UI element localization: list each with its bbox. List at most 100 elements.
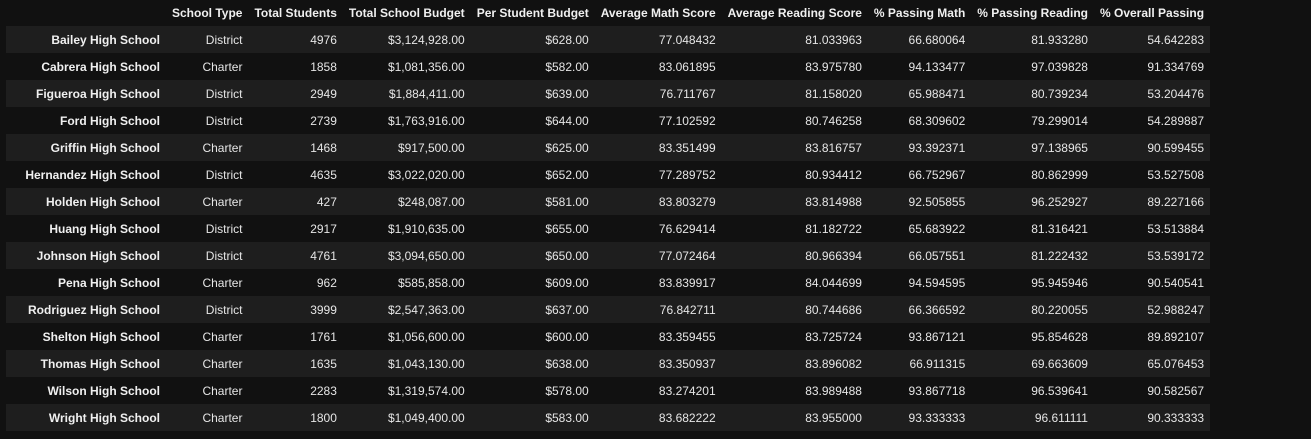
- table-cell: 76.842711: [659, 302, 716, 317]
- table-cell: 68.309602: [908, 113, 966, 128]
- table-cell: $1,910,635.00: [387, 221, 465, 236]
- table-cell: 97.039828: [1031, 59, 1088, 74]
- table-cell: $1,884,411.00: [388, 86, 465, 101]
- table-body: Bailey High School District 4976 $3,124,928…: [6, 26, 1211, 431]
- table-cell: 81.033963: [805, 32, 862, 47]
- table-cell: $1,049,400.00: [387, 410, 465, 425]
- table-cell: $650.00: [545, 248, 589, 263]
- table-cell: $3,094,650.00: [387, 248, 465, 263]
- table-cell: 53.527508: [1147, 167, 1205, 182]
- row-index-label: Johnson High School: [36, 248, 160, 263]
- table-cell: Charter: [202, 275, 243, 290]
- table-cell: Charter: [202, 59, 243, 74]
- table-cell: $1,056,600.00: [387, 329, 465, 344]
- table-cell: 4761: [310, 248, 337, 263]
- table-cell: 83.816757: [805, 140, 862, 155]
- table-cell: $248,087.00: [397, 194, 465, 209]
- table-cell: 962: [316, 275, 337, 290]
- table-row: Thomas High School Charter 1635 $1,043,130.…: [6, 350, 1211, 377]
- table-cell: $1,081,356.00: [387, 59, 465, 74]
- table-cell: 4635: [310, 167, 337, 182]
- table-cell: 77.102592: [658, 113, 716, 128]
- table-cell: 1468: [310, 140, 337, 155]
- table-cell: Charter: [202, 140, 243, 155]
- table-cell: 84.044699: [805, 275, 862, 290]
- table-cell: District: [205, 32, 243, 47]
- table-cell: 83.351499: [658, 140, 716, 155]
- table-cell: 2283: [310, 383, 337, 398]
- table-cell: $1,043,130.00: [387, 356, 465, 371]
- table-cell: $644.00: [545, 113, 589, 128]
- table-cell: 1761: [310, 329, 337, 344]
- table-cell: 80.746258: [805, 113, 862, 128]
- table-cell: 80.966394: [805, 248, 862, 263]
- column-header: % Overall Passing: [1099, 6, 1205, 20]
- header-row: School Type Total Students Total School Bu…: [6, 0, 1210, 26]
- table-cell: 80.744686: [805, 302, 862, 317]
- table-cell: 76.711767: [659, 86, 716, 101]
- table-row: Griffin High School Charter 1468 $917,500.0…: [6, 134, 1211, 161]
- table-cell: 81.222432: [1031, 248, 1088, 263]
- table-cell: 92.505855: [908, 194, 966, 209]
- row-index-label: Pena High School: [57, 275, 160, 290]
- table-cell: District: [205, 167, 243, 182]
- table-cell: 66.752967: [908, 167, 966, 182]
- table-cell: $628.00: [545, 32, 589, 47]
- table-cell: 83.682222: [658, 410, 716, 425]
- table-cell: 93.333333: [908, 410, 966, 425]
- table-cell: $582.00: [545, 59, 589, 74]
- table-cell: 69.663609: [1031, 356, 1088, 371]
- table-cell: $917,500.00: [397, 140, 465, 155]
- table-cell: 53.539172: [1147, 248, 1205, 263]
- table-row: Rodriguez High School District 3999 $2,547,…: [6, 296, 1211, 323]
- column-header: Total Students: [254, 6, 337, 20]
- table-cell: 77.289752: [658, 167, 716, 182]
- table-row: Johnson High School District 4761 $3,094,65…: [6, 242, 1211, 269]
- table-cell: District: [205, 113, 243, 128]
- table-row: Bailey High School District 4976 $3,124,928…: [6, 26, 1211, 53]
- row-index-label: Hernandez High School: [25, 167, 160, 182]
- dataframe-output: School Type Total Students Total School Bu…: [6, 0, 1211, 431]
- row-index-label: Wilson High School: [47, 383, 160, 398]
- row-index-label: Griffin High School: [50, 140, 160, 155]
- table-cell: 66.911315: [909, 356, 966, 371]
- table-cell: 81.182722: [805, 221, 862, 236]
- table-cell: $1,319,574.00: [387, 383, 465, 398]
- row-index-label: Thomas High School: [40, 356, 160, 371]
- table-cell: 83.350937: [658, 356, 716, 371]
- table-cell: 83.839917: [658, 275, 716, 290]
- table-cell: Charter: [202, 383, 243, 398]
- table-cell: 83.359455: [658, 329, 716, 344]
- table-cell: 2739: [310, 113, 337, 128]
- table-cell: 83.955000: [805, 410, 862, 425]
- table-cell: $638.00: [545, 356, 589, 371]
- column-header: % Passing Math: [873, 6, 966, 20]
- table-cell: $609.00: [545, 275, 589, 290]
- table-cell: 89.892107: [1147, 329, 1205, 344]
- school-summary-table: School Type Total Students Total School Bu…: [6, 0, 1211, 431]
- table-cell: 53.513884: [1147, 221, 1205, 236]
- index-header: [6, 0, 166, 26]
- table-cell: 95.854628: [1031, 329, 1088, 344]
- table-cell: 54.642283: [1147, 32, 1205, 47]
- table-cell: 96.252927: [1031, 194, 1088, 209]
- table-cell: 65.076453: [1147, 356, 1205, 371]
- column-header: Average Math Score: [600, 6, 716, 20]
- table-cell: 53.204476: [1147, 86, 1205, 101]
- table-cell: 81.933280: [1031, 32, 1088, 47]
- table-cell: 83.725724: [805, 329, 862, 344]
- table-row: Wilson High School Charter 2283 $1,319,574.…: [6, 377, 1211, 404]
- row-index-label: Huang High School: [49, 221, 160, 236]
- table-cell: 80.862999: [1031, 167, 1088, 182]
- table-cell: 95.945946: [1031, 275, 1088, 290]
- table-cell: 1800: [310, 410, 337, 425]
- row-index-label: Figueroa High School: [35, 86, 160, 101]
- table-cell: Charter: [202, 194, 243, 209]
- table-cell: $625.00: [545, 140, 589, 155]
- table-row: Wright High School Charter 1800 $1,049,400.…: [6, 404, 1211, 431]
- table-cell: 94.594595: [908, 275, 966, 290]
- row-index-label: Holden High School: [46, 194, 160, 209]
- table-cell: $637.00: [545, 302, 589, 317]
- table-cell: 90.599455: [1147, 140, 1205, 155]
- table-cell: 90.333333: [1147, 410, 1205, 425]
